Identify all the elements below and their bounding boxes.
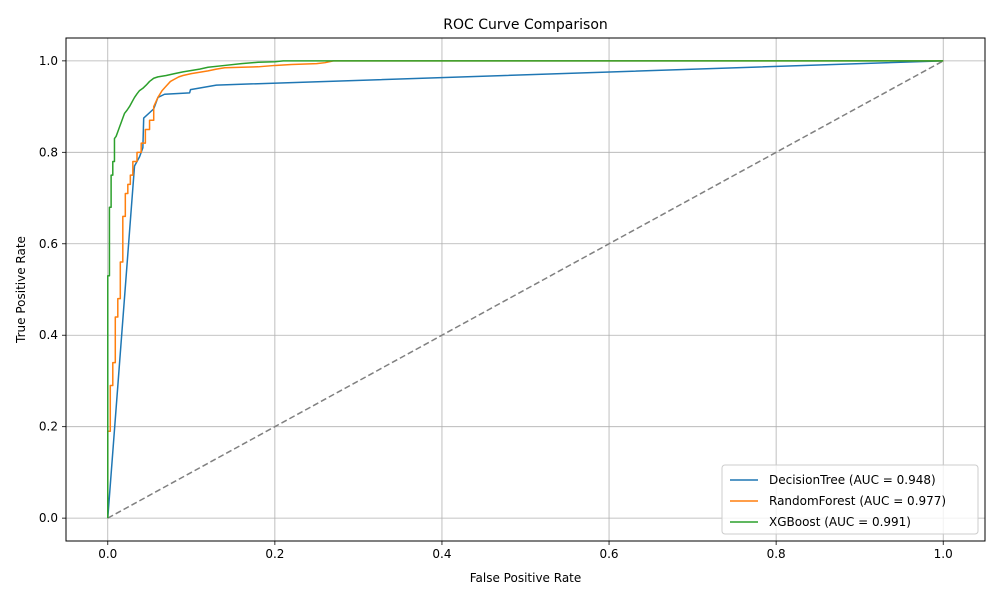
x-tick-label: 1.0: [934, 547, 953, 561]
legend-label-xgboost: XGBoost (AUC = 0.991): [769, 515, 911, 529]
y-tick-label: 0.2: [39, 420, 58, 434]
y-tick-label: 0.6: [39, 237, 58, 251]
x-tick-label: 0.0: [98, 547, 117, 561]
y-axis-label: True Positive Rate: [14, 236, 28, 344]
series-line-xgboost: [107, 60, 944, 519]
legend-label-randomforest: RandomForest (AUC = 0.977): [769, 494, 946, 508]
plot-frame: [65, 37, 986, 542]
legend: DecisionTree (AUC = 0.948) RandomForest …: [721, 464, 979, 535]
x-axis-label: False Positive Rate: [470, 571, 582, 585]
legend-label-decisiontree: DecisionTree (AUC = 0.948): [769, 473, 936, 487]
x-tick-label: 0.4: [432, 547, 451, 561]
x-tick-label: 0.8: [767, 547, 786, 561]
x-tick-label: 0.2: [265, 547, 284, 561]
series-layer: [107, 60, 944, 519]
series-line-chance: [107, 60, 944, 519]
y-tick-label: 1.0: [39, 54, 58, 68]
series-line-randomforest: [107, 60, 944, 519]
y-tick-label: 0.8: [39, 145, 58, 159]
y-tick-label: 0.0: [39, 511, 58, 525]
chart-title: ROC Curve Comparison: [443, 17, 608, 33]
y-tick-label: 0.4: [39, 328, 58, 342]
legend-box: [721, 464, 979, 535]
x-tick-label: 0.6: [599, 547, 618, 561]
axis-ticks: 0.0 0.2 0.4 0.6 0.8 1.0 0.0 0.2 0.4 0.6 0.8 1.0: [39, 54, 953, 561]
